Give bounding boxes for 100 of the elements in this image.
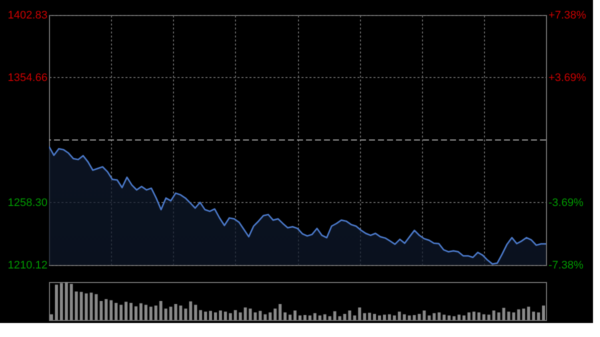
- bar: [343, 314, 346, 320]
- bar: [323, 314, 326, 320]
- bar: [527, 306, 530, 320]
- bar: [74, 292, 78, 320]
- bar: [144, 304, 148, 320]
- bar: [368, 312, 372, 320]
- bar: [438, 312, 441, 320]
- bar: [284, 312, 287, 320]
- bar: [84, 293, 88, 320]
- y2-tick-label: +7.38%: [548, 10, 586, 22]
- bar: [120, 304, 123, 320]
- bar: [294, 310, 297, 320]
- bar: [100, 301, 103, 320]
- bar: [184, 308, 188, 320]
- bar: [358, 307, 362, 320]
- bar: [398, 312, 401, 320]
- bar: [392, 315, 396, 320]
- bar: [448, 315, 451, 320]
- bar: [130, 302, 132, 320]
- bar: [373, 314, 376, 320]
- bar: [482, 314, 486, 320]
- bar: [303, 315, 306, 320]
- bar: [159, 301, 162, 320]
- bar: [54, 284, 58, 320]
- bar: [164, 308, 168, 320]
- bar: [204, 312, 208, 320]
- bar: [318, 315, 322, 320]
- bar: [333, 311, 336, 320]
- bar: [402, 314, 406, 320]
- bar: [194, 304, 198, 320]
- bar: [149, 306, 152, 320]
- bar: [264, 314, 267, 320]
- bar: [412, 315, 416, 320]
- y-tick-label: 1210.12: [8, 260, 48, 272]
- bar: [462, 315, 466, 320]
- bar: [522, 308, 526, 320]
- bar: [298, 315, 302, 320]
- y-tick-label: 1354.66: [8, 72, 48, 84]
- y-tick-label: 1258.30: [8, 196, 48, 209]
- bar: [104, 299, 108, 320]
- bar: [542, 306, 546, 320]
- bar: [308, 315, 312, 320]
- bar: [288, 314, 292, 320]
- bar: [209, 310, 212, 320]
- bar: [70, 284, 73, 320]
- bar: [114, 302, 118, 320]
- bar: [467, 312, 470, 320]
- bar: [382, 314, 386, 320]
- bar: [50, 314, 53, 320]
- bar: [234, 310, 237, 320]
- bar: [268, 312, 272, 320]
- bar: [313, 313, 316, 320]
- y2-tick-label: -7.38%: [548, 260, 584, 272]
- bar: [487, 314, 490, 320]
- bar: [428, 315, 431, 320]
- bar: [244, 307, 247, 320]
- bar: [458, 314, 461, 320]
- bar: [408, 315, 411, 320]
- bar: [258, 310, 262, 320]
- bar: [388, 314, 391, 320]
- bar: [218, 310, 222, 320]
- bar: [492, 310, 496, 320]
- bar: [378, 315, 381, 320]
- bar: [80, 292, 83, 320]
- bar: [477, 312, 480, 320]
- bar: [189, 301, 192, 320]
- bar: [532, 312, 536, 320]
- bar: [497, 312, 500, 320]
- y-tick-label: 1402.83: [8, 10, 48, 22]
- y2-tick-label: -3.69%: [548, 197, 584, 209]
- bar: [110, 300, 113, 320]
- bar: [154, 306, 158, 320]
- bar: [214, 312, 217, 320]
- bar: [238, 312, 242, 320]
- bar: [124, 302, 128, 320]
- bar: [442, 314, 446, 320]
- bar: [278, 304, 282, 320]
- bar: [248, 308, 252, 320]
- bar: [224, 312, 227, 320]
- bar: [517, 309, 520, 320]
- bar: [353, 315, 356, 320]
- bar: [452, 316, 456, 320]
- bar: [139, 303, 142, 320]
- bar: [472, 312, 476, 320]
- bar: [507, 312, 510, 320]
- bar: [199, 310, 202, 320]
- bar: [363, 313, 366, 320]
- bar: [432, 313, 436, 320]
- bar: [94, 294, 98, 320]
- bar: [64, 282, 68, 320]
- bar: [512, 312, 516, 320]
- bar: [348, 310, 352, 320]
- bar: [228, 313, 232, 320]
- y2-tick-label: +3.69%: [548, 72, 586, 84]
- bar: [60, 283, 63, 320]
- bar: [537, 312, 540, 320]
- bar: [134, 306, 138, 320]
- bar: [179, 306, 182, 320]
- bar: [274, 308, 277, 320]
- bar: [328, 316, 332, 320]
